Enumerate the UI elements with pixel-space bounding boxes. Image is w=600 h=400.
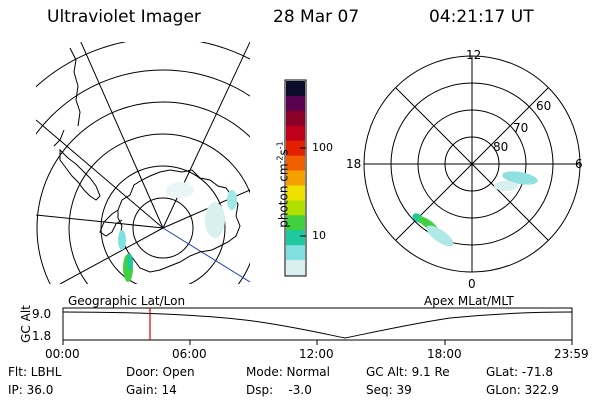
meridian: [36, 119, 164, 229]
mlt-label-12: 12: [466, 48, 482, 62]
altitude-x-tick-0: 00:00: [45, 347, 80, 361]
colorbar-label: photon cm-2s-1: [275, 141, 291, 228]
meridian: [80, 42, 164, 229]
glat-status: GLat: -71.8: [486, 365, 553, 379]
altitude-axis-label: GC Alt: [19, 305, 33, 343]
gc-alt-status: GC Alt: 9.1 Re: [366, 365, 450, 379]
colorbar-frame: [284, 79, 307, 277]
mode-status: Mode: Normal: [246, 365, 330, 379]
geographic-map: [36, 42, 250, 284]
colorbar-step: [286, 125, 305, 142]
colorbar-tick-label-10: 10: [312, 229, 326, 242]
terminator-line: [162, 227, 250, 283]
colorbar-step: [286, 155, 305, 172]
aurora-blob: [426, 225, 454, 247]
colorbar-step: [286, 185, 305, 201]
polar-diagonal: [395, 87, 549, 241]
door-status: Door: Open: [126, 365, 195, 379]
dsp-status: Dsp: -3.0: [246, 383, 312, 397]
mlat-label-70: 70: [513, 121, 529, 135]
aurora-blob: [502, 171, 538, 185]
colorbar-step: [286, 200, 305, 216]
ip-status: IP: 36.0: [8, 383, 54, 397]
south-america-coast: [59, 148, 101, 201]
colorbar-step: [286, 215, 305, 231]
right-map-caption: Apex MLat/MLT: [424, 294, 514, 308]
gain-status: Gain: 14: [126, 383, 177, 397]
south-america-coast: [53, 129, 65, 147]
colorbar-step: [286, 95, 305, 112]
mlt-label-6: 6: [575, 157, 583, 171]
time-label: 04:21:17 UT: [429, 7, 534, 27]
instrument-title: Ultraviolet Imager: [47, 7, 201, 27]
polar-aurora: [412, 171, 538, 247]
colorbar-step: [286, 140, 305, 157]
south-america-coast: [69, 47, 81, 127]
polar-plot: [363, 55, 581, 273]
left-map-caption: Geographic Lat/Lon: [68, 294, 186, 308]
colorbar-step: [286, 260, 305, 276]
aurora-blob: [166, 182, 194, 198]
antarctic-peninsula: [99, 209, 123, 237]
mlt-label-18: 18: [346, 157, 362, 171]
altitude-x-tick-4: 23:59: [554, 347, 589, 361]
aurora-blob: [127, 254, 133, 270]
altitude-panel: [62, 307, 573, 345]
altitude-x-tick-2: 12:00: [299, 347, 334, 361]
aurora-blob: [118, 230, 126, 250]
lat-circle: [100, 165, 226, 284]
date-label: 28 Mar 07: [273, 7, 360, 27]
colorbar-step: [286, 245, 305, 261]
colorbar-step: [286, 81, 305, 97]
colorbar-tick-label-100: 100: [312, 141, 333, 154]
meridian: [59, 227, 164, 284]
aurora-blob: [205, 202, 225, 238]
lat-circle: [68, 133, 250, 284]
altitude-x-tick-3: 18:00: [427, 347, 462, 361]
aurora-blob: [227, 190, 237, 210]
lat-circle: [36, 101, 250, 284]
antarctica-coast: [117, 169, 241, 273]
lat-circle: [36, 69, 250, 135]
colorbar-step: [286, 230, 305, 246]
altitude-curve: [62, 311, 573, 339]
altitude-x-ticks: [62, 340, 573, 345]
seq-status: Seq: 39: [366, 383, 412, 397]
altitude-y-tick-high: 9.0: [32, 307, 52, 321]
left-aurora: [118, 182, 237, 282]
aurora-blob: [494, 181, 518, 191]
lat-circle: [132, 197, 194, 259]
mlat-label-60: 60: [536, 99, 552, 113]
altitude-x-tick-1: 06:00: [172, 347, 207, 361]
filter-status: Flt: LBHL: [8, 365, 62, 379]
altitude-y-tick-low: 1.8: [32, 329, 52, 343]
glon-status: GLon: 322.9: [486, 383, 559, 397]
colorbar: [284, 79, 307, 277]
colorbar-step: [286, 170, 305, 186]
mlt-label-0: 0: [468, 277, 476, 291]
meridian: [36, 214, 164, 229]
mlat-label-80: 80: [493, 140, 509, 154]
colorbar-step: [286, 110, 305, 127]
